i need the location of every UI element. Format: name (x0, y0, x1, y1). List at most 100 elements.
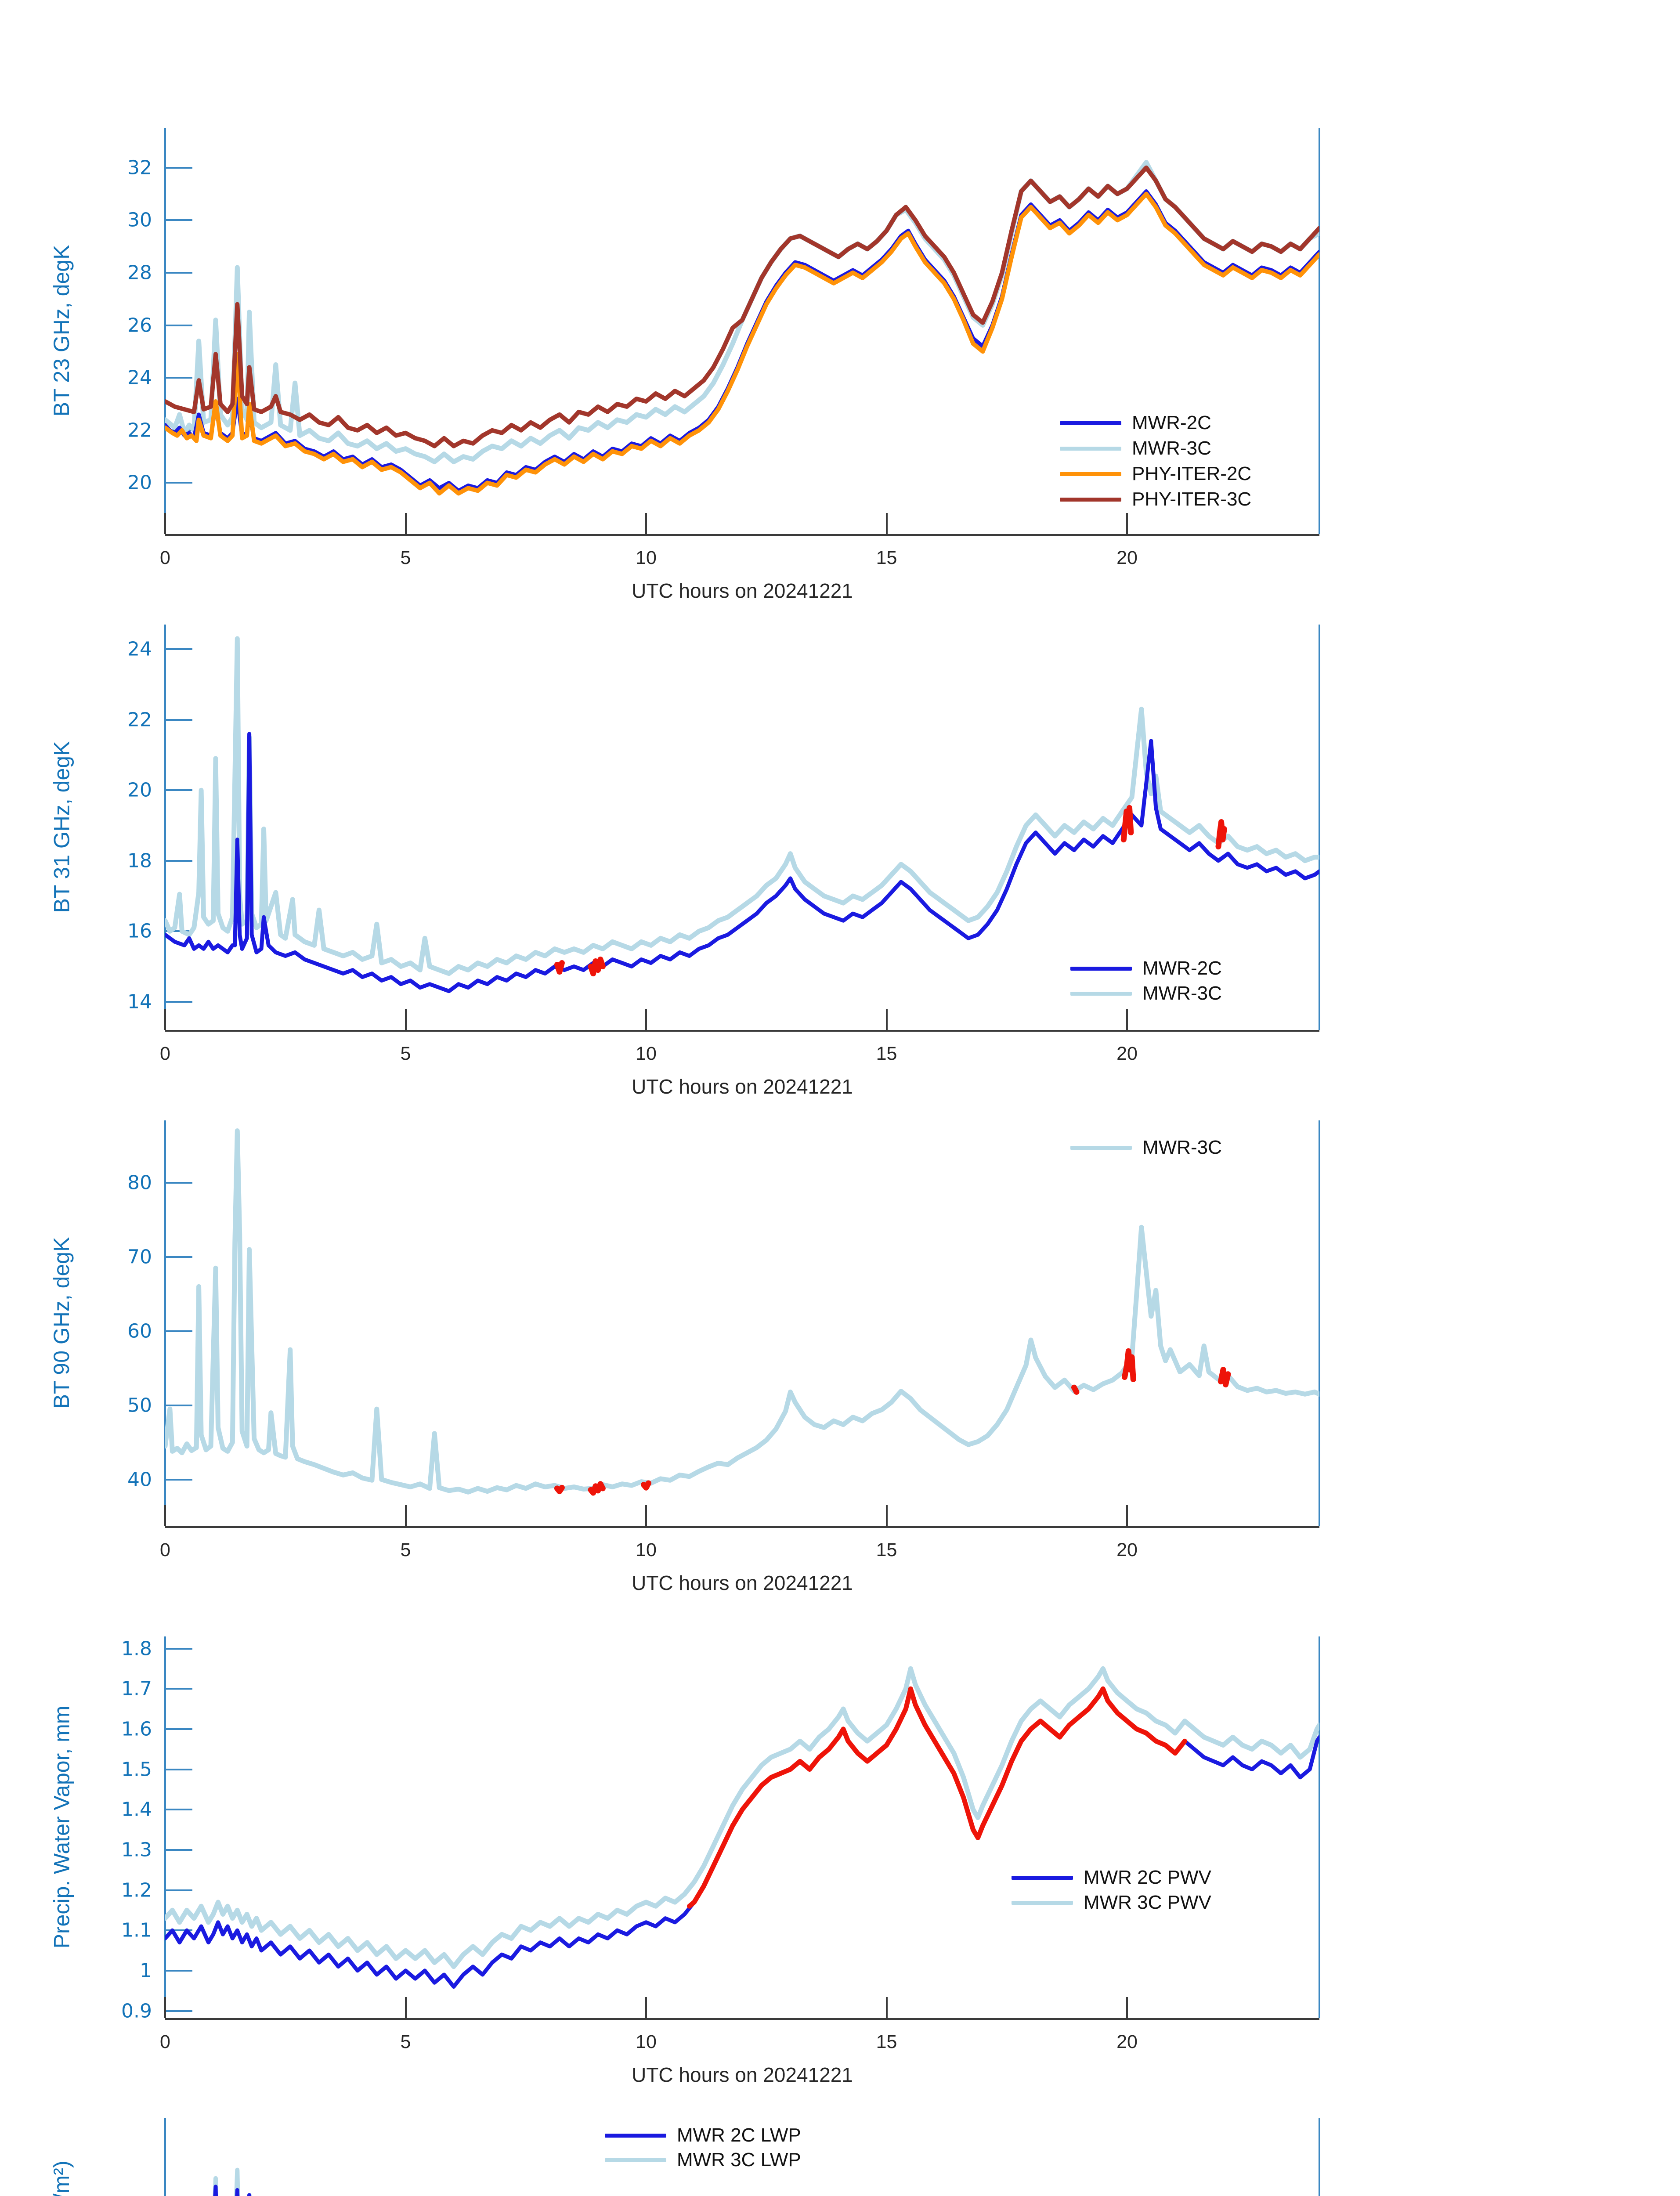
x-tick-label: 5 (400, 1043, 411, 1064)
y-tick-label: 20 (127, 471, 152, 494)
legend-line-mwr-3c (1070, 1146, 1132, 1150)
y-tick-label: 22 (127, 708, 152, 731)
series-mwr-3c-lwp (213, 2167, 252, 2196)
x-axis-label-bt23: UTC hours on 20241221 (632, 579, 853, 602)
bottom-spine (165, 1526, 1319, 1528)
y-tick-label: 30 (127, 209, 152, 231)
plot-area (213, 2167, 252, 2196)
left-spine (164, 1120, 166, 1526)
y-tick (165, 1181, 192, 1184)
y-tick (165, 1478, 192, 1481)
right-spine (1319, 128, 1320, 534)
series-mwr-2c-lwp (213, 2185, 252, 2196)
y-tick-label: 40 (127, 1468, 152, 1491)
flagged-data-segment-1 (588, 1481, 606, 1496)
left-spine (164, 625, 166, 1030)
bottom-spine (165, 1030, 1319, 1032)
x-tick-label: 5 (400, 1539, 411, 1560)
y-tick-label: 1 (140, 1959, 152, 1982)
y-tick (165, 1256, 192, 1258)
left-spine (164, 128, 166, 534)
y-tick-label: 1.7 (121, 1677, 152, 1700)
y-tick-label: 0.9 (121, 2000, 152, 2022)
bottom-spine (165, 2018, 1319, 2020)
y-tick (165, 719, 192, 721)
legend-label-mwr-3c: MWR-3C (1132, 437, 1211, 459)
y-tick-label: 18 (127, 849, 152, 872)
x-tick (405, 513, 407, 534)
x-tick-label: 10 (636, 1539, 657, 1560)
x-tick-label: 20 (1116, 1043, 1138, 1064)
y-tick (165, 482, 192, 484)
right-spine (1319, 1636, 1320, 2018)
legend-label-mwr-3c: MWR-3C (1142, 982, 1222, 1004)
x-tick-label: 15 (876, 547, 897, 568)
legend-label-phy-iter-3c: PHY-ITER-3C (1132, 488, 1252, 510)
x-tick-label: 20 (1116, 2031, 1138, 2052)
right-spine (1319, 2118, 1320, 2196)
y-tick-label: 1.5 (121, 1758, 152, 1781)
legend-line-mwr-2c-lwp (605, 2134, 666, 2138)
left-spine (164, 2118, 166, 2196)
left-spine (164, 1636, 166, 2018)
flagged-data-segment-3 (1215, 819, 1227, 850)
legend-line-phy-iter-3c (1060, 498, 1121, 502)
y-tick (165, 377, 192, 379)
y-tick (165, 324, 192, 326)
x-tick-label: 5 (400, 2031, 411, 2052)
legend-line-mwr-3c-pwv (1012, 1901, 1073, 1905)
right-spine (1319, 1120, 1320, 1526)
x-tick-label: 0 (160, 1043, 170, 1064)
x-tick-label: 15 (876, 1539, 897, 1560)
y-tick-label: 24 (127, 638, 152, 661)
y-tick (165, 2010, 192, 2012)
legend-line-mwr-3c (1070, 992, 1132, 996)
plot-area (165, 160, 1319, 496)
series-mwr-2c-pwv (165, 1687, 1319, 1989)
y-tick (165, 1768, 192, 1770)
y-tick-label: 20 (127, 779, 152, 802)
flagged-data-segment-1 (588, 957, 606, 977)
series-mwr-3c (165, 160, 1319, 464)
y-tick-label: 28 (127, 261, 152, 284)
legend-label-mwr-2c: MWR-2C (1142, 957, 1222, 979)
x-tick (1126, 1009, 1128, 1030)
legend-line-mwr-3c (1060, 447, 1121, 451)
flagged-data-segment-2 (1120, 805, 1134, 843)
y-tick (165, 166, 192, 169)
y-axis-label-lwp: log10 Liquid Water Path, log10(g/m²) (49, 2117, 74, 2196)
x-tick (885, 1009, 888, 1030)
series-mwr-3c (165, 1128, 1319, 1495)
x-tick (164, 513, 166, 534)
y-tick (165, 1809, 192, 1811)
x-tick (405, 1505, 407, 1526)
legend-label-mwr-2c-pwv: MWR 2C PWV (1084, 1867, 1211, 1888)
series-phy-iter-3c (165, 165, 1319, 448)
legend-label-mwr-3c-pwv: MWR 3C PWV (1084, 1892, 1211, 1913)
x-tick (645, 1505, 647, 1526)
x-tick (885, 1997, 888, 2018)
x-tick-label: 10 (636, 2031, 657, 2052)
y-tick (165, 1688, 192, 1690)
x-axis-label-bt90: UTC hours on 20241221 (632, 1571, 853, 1594)
x-tick-label: 0 (160, 1539, 170, 1560)
y-tick (165, 219, 192, 221)
y-tick (165, 648, 192, 650)
y-tick (165, 429, 192, 431)
x-tick (164, 1009, 166, 1030)
x-tick (1126, 1505, 1128, 1526)
y-tick-label: 1.4 (121, 1798, 152, 1821)
series-mwr-3c (165, 636, 1319, 976)
x-tick (405, 1009, 407, 1030)
legend-label-mwr-3c: MWR-3C (1142, 1137, 1222, 1158)
flagged-data-segment-3 (1071, 1384, 1080, 1395)
flagged-data-segment-0 (554, 960, 565, 975)
x-axis-label-pwv: UTC hours on 20241221 (632, 2063, 853, 2086)
flagged-data-segment-0 (687, 1686, 1187, 1909)
y-tick-label: 24 (127, 366, 152, 389)
series-mwr-2c (165, 732, 1319, 993)
